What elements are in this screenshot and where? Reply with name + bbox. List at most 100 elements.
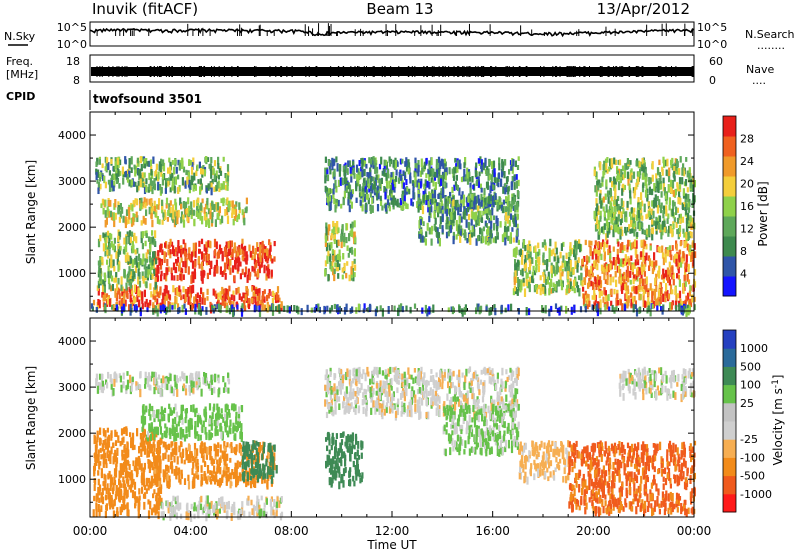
scatter-cell bbox=[601, 176, 604, 183]
scatter-cell bbox=[158, 257, 161, 266]
scatter-cell bbox=[685, 239, 688, 248]
scatter-cell bbox=[210, 260, 213, 270]
scatter-cell bbox=[187, 296, 190, 305]
scatter-cell bbox=[627, 289, 630, 295]
scatter-cell bbox=[343, 232, 346, 240]
scatter-cell bbox=[482, 210, 485, 216]
scatter-cell bbox=[533, 285, 536, 293]
scatter-cell bbox=[603, 223, 606, 230]
scatter-cell bbox=[363, 160, 367, 167]
scatter-cell bbox=[528, 308, 531, 316]
scatter-cell bbox=[642, 256, 645, 262]
scatter-cell bbox=[200, 168, 203, 175]
scatter-cell bbox=[687, 307, 690, 316]
scatter-cell bbox=[208, 445, 211, 455]
scatter-cell bbox=[367, 307, 370, 313]
scatter-cell bbox=[456, 203, 459, 209]
scatter-cell bbox=[614, 159, 617, 166]
scatter-cell bbox=[130, 437, 133, 445]
scatter-cell bbox=[102, 428, 105, 434]
scatter-cell bbox=[354, 235, 357, 244]
scatter-cell bbox=[584, 239, 587, 246]
scatter-cell bbox=[624, 226, 627, 234]
scatter-cell bbox=[124, 460, 127, 468]
scatter-cell bbox=[399, 158, 402, 165]
scatter-cell bbox=[172, 285, 175, 293]
scatter-cell bbox=[163, 251, 166, 260]
scatter-cell bbox=[432, 197, 435, 202]
scatter-cell bbox=[228, 203, 231, 211]
scatter-cell bbox=[310, 307, 313, 313]
scatter-cell bbox=[261, 249, 264, 258]
scatter-cell bbox=[666, 218, 669, 224]
scatter-cell bbox=[614, 192, 617, 200]
scatter-cell bbox=[526, 279, 529, 287]
scatter-cell bbox=[631, 228, 634, 234]
scatter-cell bbox=[129, 289, 132, 295]
scatter-cell bbox=[101, 257, 104, 263]
scatter-cell bbox=[158, 198, 161, 206]
scatter-cell bbox=[100, 203, 103, 209]
scatter-cell bbox=[682, 287, 685, 294]
scatter-cell bbox=[155, 174, 158, 181]
scatter-cell bbox=[610, 218, 613, 224]
scatter-cell bbox=[163, 214, 167, 221]
scatter-cell bbox=[661, 252, 665, 259]
scatter-cell bbox=[433, 174, 436, 181]
scatter-cell bbox=[606, 274, 609, 281]
scatter-cell bbox=[560, 243, 563, 251]
scatter-cell bbox=[459, 234, 462, 243]
scatter-cell bbox=[403, 175, 407, 181]
scatter-cell bbox=[207, 183, 210, 191]
scatter-cell bbox=[462, 211, 465, 220]
scatter-cell bbox=[602, 164, 605, 171]
scatter-cell bbox=[128, 230, 132, 236]
scatter-cell bbox=[381, 308, 384, 317]
scatter-cell bbox=[610, 158, 613, 167]
scatter-cell bbox=[123, 269, 126, 278]
scatter-cell bbox=[681, 167, 684, 176]
scatter-cell bbox=[268, 253, 271, 259]
scatter-cell bbox=[687, 212, 690, 221]
scatter-cell bbox=[412, 190, 415, 200]
scatter-cell bbox=[205, 187, 208, 194]
scatter-cell bbox=[105, 232, 108, 241]
scatter-cell bbox=[375, 190, 378, 197]
scatter-cell bbox=[144, 484, 147, 491]
scatter-cell bbox=[261, 303, 264, 312]
scatter-cell bbox=[505, 231, 508, 240]
scatter-cell bbox=[373, 158, 376, 166]
scatter-cell bbox=[550, 278, 553, 288]
scatter-cell bbox=[148, 172, 151, 181]
scatter-cell bbox=[537, 284, 541, 290]
scatter-cell bbox=[161, 202, 164, 210]
scatter-cell bbox=[693, 304, 696, 311]
scatter-cell bbox=[435, 164, 438, 172]
scatter-cell bbox=[612, 276, 615, 283]
scatter-cell bbox=[138, 173, 141, 181]
scatter-cell bbox=[232, 218, 235, 226]
scatter-cell bbox=[633, 229, 636, 237]
scatter-cell bbox=[341, 267, 344, 273]
scatter-cell bbox=[153, 178, 156, 186]
scatter-cell bbox=[419, 170, 422, 178]
scatter-cell bbox=[169, 200, 172, 206]
scatter-cell bbox=[222, 156, 225, 162]
scatter-cell bbox=[641, 261, 644, 267]
scatter-cell bbox=[333, 230, 336, 239]
scatter-cell bbox=[662, 275, 665, 284]
scatter-cell bbox=[225, 288, 228, 295]
scatter-cell bbox=[428, 173, 431, 182]
scatter-cell bbox=[654, 277, 657, 286]
scatter-cell bbox=[514, 160, 517, 168]
scatter-cell bbox=[117, 491, 120, 499]
scatter-cell bbox=[216, 212, 219, 219]
y-tick-label: 4000 bbox=[58, 129, 86, 142]
scatter-cell bbox=[115, 179, 119, 184]
scatter-cell bbox=[351, 261, 354, 268]
scatter-cell bbox=[150, 169, 153, 176]
scatter-cell bbox=[664, 226, 667, 234]
scatter-cell bbox=[247, 303, 251, 310]
scatter-cell bbox=[619, 299, 622, 306]
scatter-cell bbox=[477, 210, 480, 220]
